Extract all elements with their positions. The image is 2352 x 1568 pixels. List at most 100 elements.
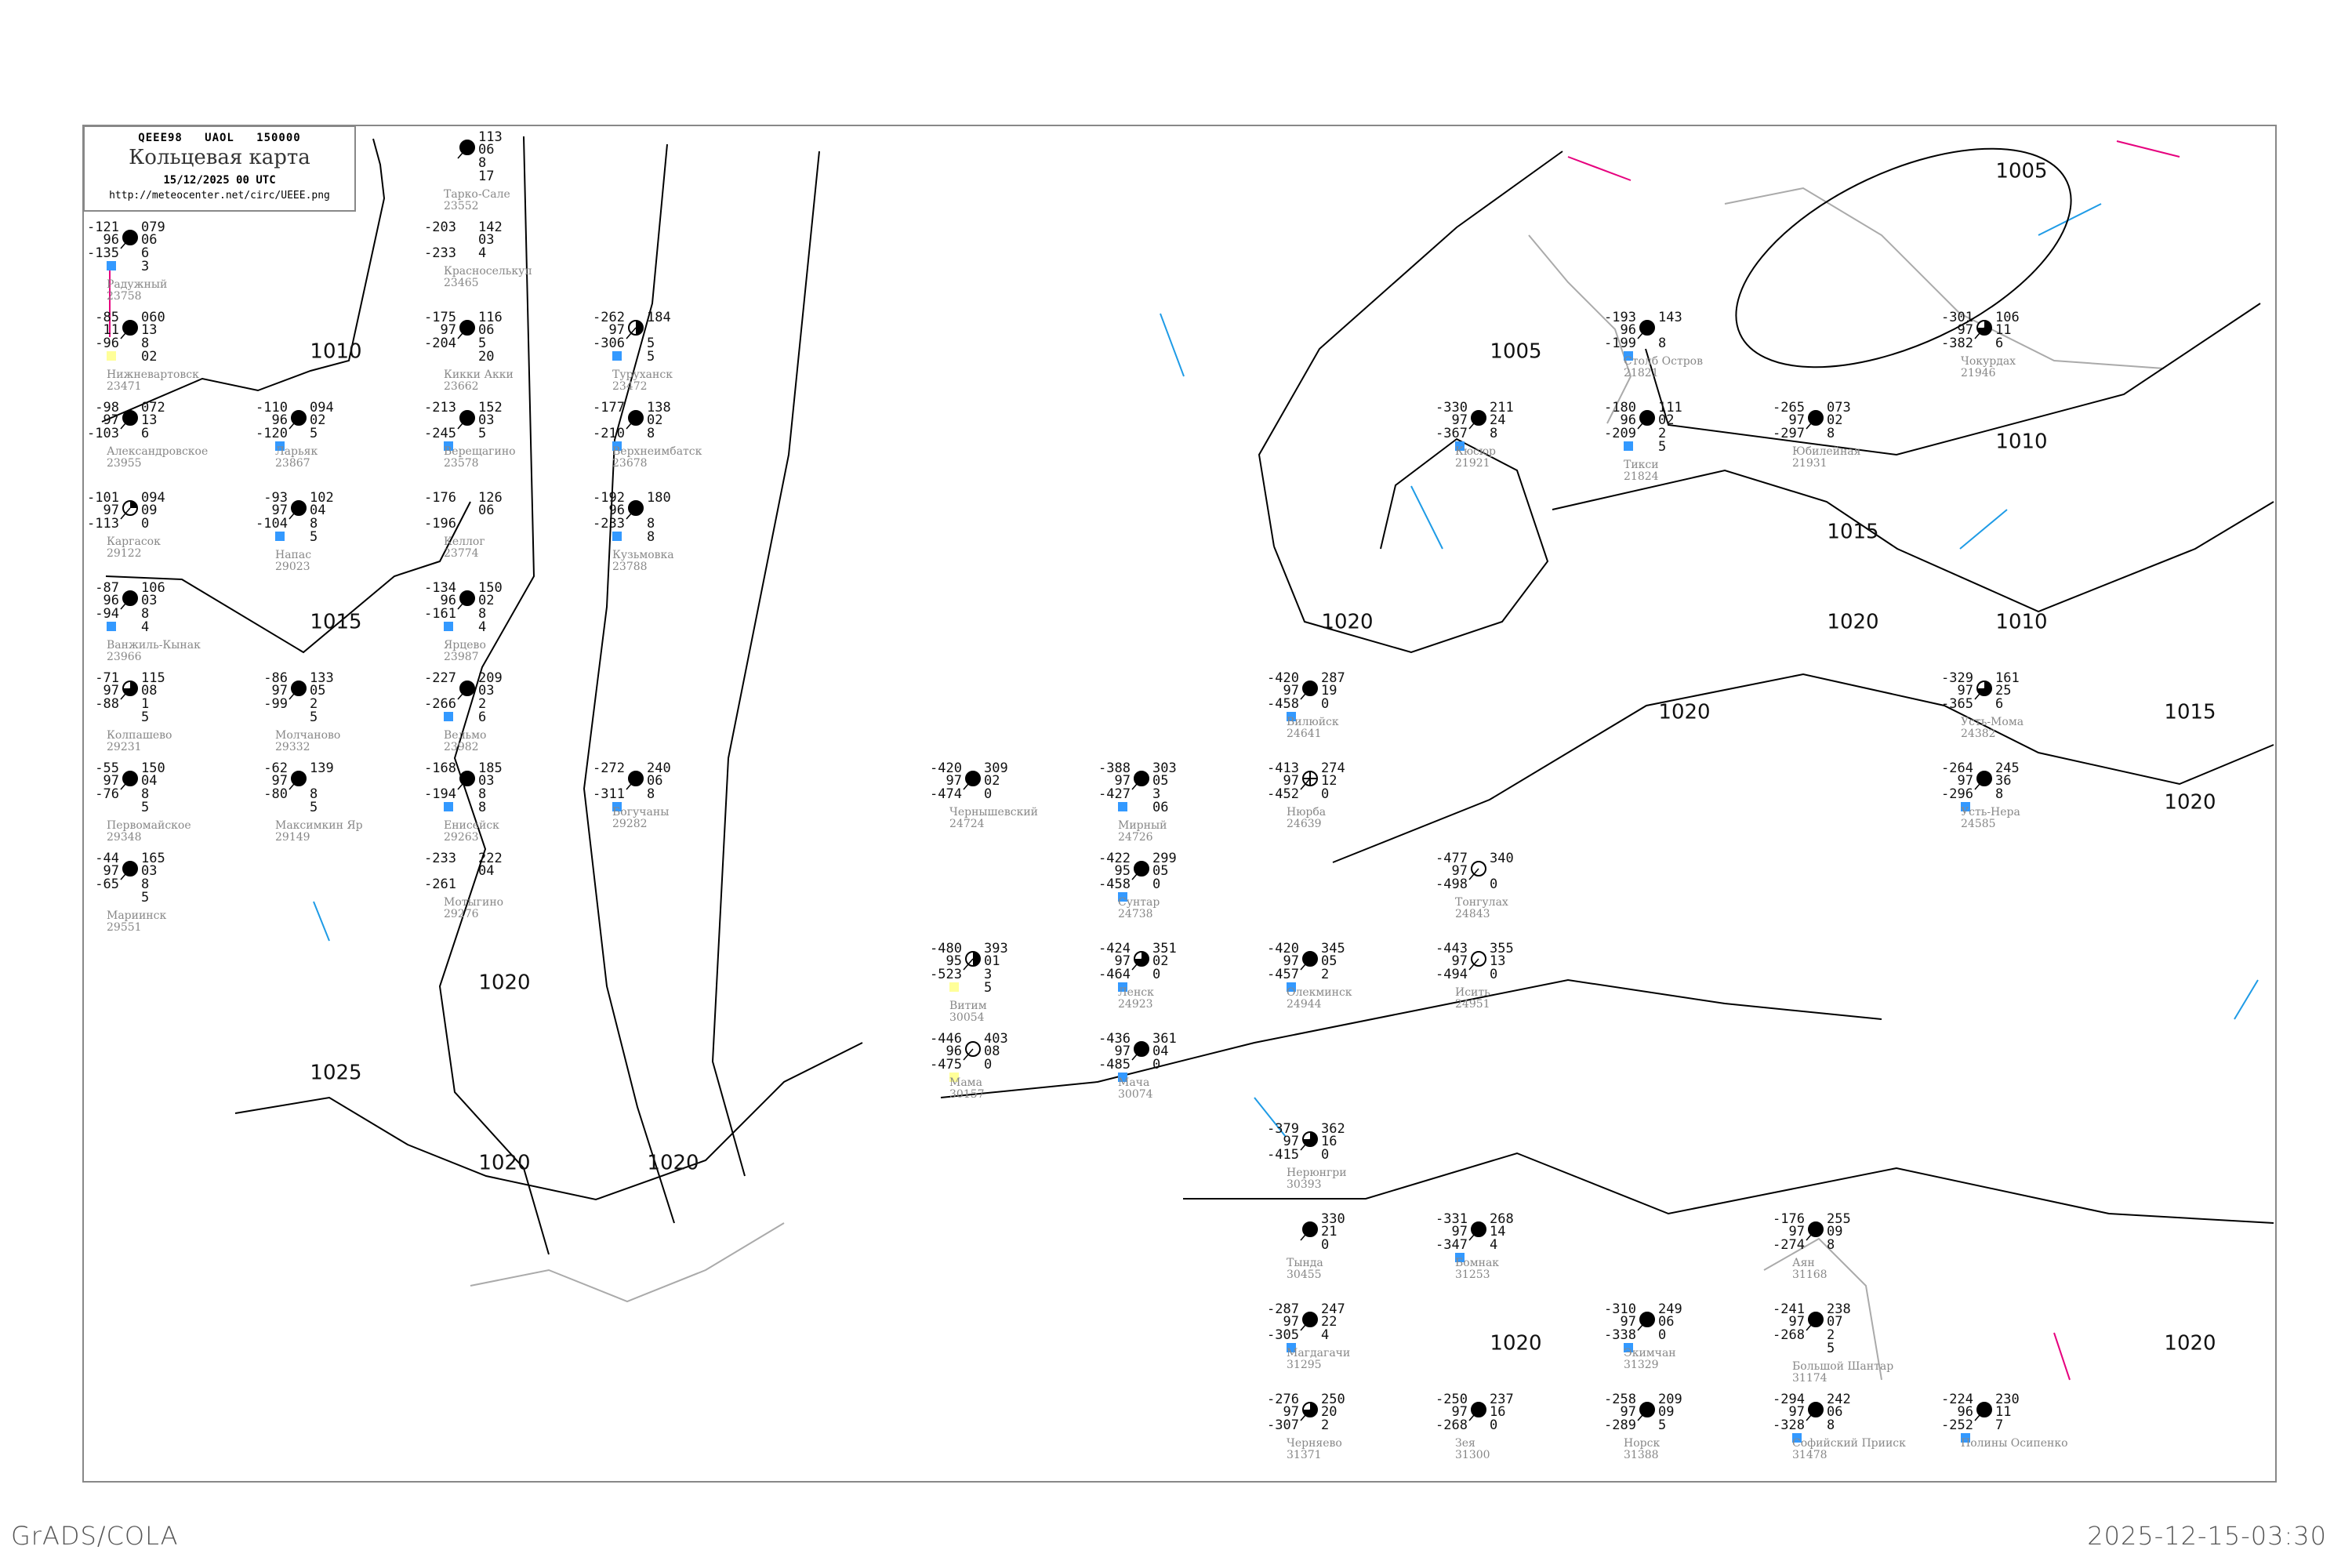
wind-barb-icon	[1300, 958, 1311, 971]
pressure-tendency: 06	[647, 773, 662, 789]
dew-point: -494	[1436, 967, 1468, 982]
wind-barb-icon	[1974, 778, 1985, 790]
wind-barb-icon	[289, 417, 299, 430]
isotherm-negative	[1254, 1097, 1287, 1138]
dew-point: -427	[1098, 786, 1131, 802]
pressure: 073	[1827, 400, 1851, 416]
pressure: 180	[647, 490, 671, 506]
temperature: -330	[1436, 400, 1468, 416]
station-extra-value: 8	[478, 800, 486, 815]
station-id: 30074	[1118, 1088, 1153, 1101]
temperature: -192	[593, 490, 625, 506]
station-name: Молчаново	[275, 729, 340, 742]
pressure-tendency: 11	[1995, 1404, 2011, 1420]
station-name: Кузьмовка	[612, 549, 674, 561]
fog-icon	[949, 1073, 959, 1082]
snow-cover-icon	[107, 622, 116, 631]
snow-cover-icon	[1455, 1253, 1465, 1262]
pressure: 245	[1995, 760, 2020, 776]
pressure: 150	[478, 580, 503, 596]
snow-cover-icon	[444, 441, 453, 451]
isotherm-positive	[2116, 140, 2180, 158]
station-name: Туруханск	[612, 368, 673, 381]
pressure-tendency: 24	[1490, 412, 1505, 428]
pressure: 255	[1827, 1211, 1851, 1227]
visibility: 96	[946, 1044, 962, 1059]
visibility: 96	[1958, 1404, 1973, 1420]
wind-barb-icon	[626, 327, 637, 339]
pressure-tendency: 03	[478, 683, 494, 699]
isobars	[101, 136, 2274, 1255]
temperature: -422	[1098, 851, 1131, 866]
pressure: 240	[647, 760, 671, 776]
cloud-cover-half-icon	[636, 321, 643, 335]
wind-barb-icon	[120, 778, 131, 790]
isobar-label: 1020	[2164, 791, 2216, 815]
station-extra-value: 0	[984, 1057, 992, 1073]
station-extra-value: 8	[1827, 426, 1835, 441]
visibility: 97	[1283, 683, 1299, 699]
pressure: 079	[141, 220, 165, 235]
temperature: -413	[1267, 760, 1299, 776]
station-name: Тонгулах	[1455, 896, 1508, 909]
station-extra-value: 3	[141, 259, 149, 274]
